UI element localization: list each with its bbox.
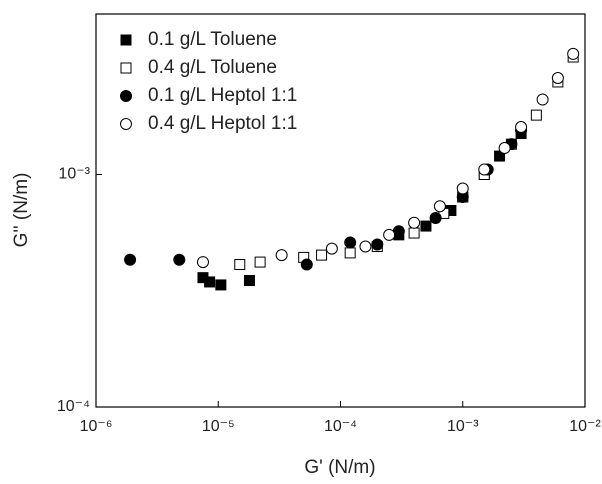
data-point (433, 200, 446, 213)
legend-label: 0.4 g/L Heptol 1:1 (148, 113, 297, 134)
x-axis-label: G' (N/m) (304, 457, 375, 478)
data-point (530, 109, 542, 121)
y-axis-label: G'' (N/m) (11, 173, 32, 248)
data-point (300, 258, 313, 271)
x-tick-label: 10⁻² (569, 418, 601, 435)
data-point (344, 247, 356, 259)
y-tick-label: 10⁻³ (58, 166, 90, 183)
marker (120, 34, 132, 46)
data-point (429, 211, 442, 224)
y-tick-label: 10⁻⁴ (57, 398, 90, 415)
data-point (173, 253, 186, 266)
x-tick-label: 10⁻⁵ (202, 418, 235, 435)
legend-label: 0.1 g/L Toluene (148, 29, 277, 50)
data-point (204, 276, 216, 288)
x-tick-label: 10⁻³ (447, 418, 479, 435)
data-point (498, 141, 511, 154)
data-point (254, 256, 266, 268)
x-tick-label: 10⁻⁴ (324, 418, 357, 435)
data-point (408, 216, 421, 229)
data-point (359, 240, 372, 253)
data-point (515, 121, 528, 134)
data-point (567, 47, 580, 60)
data-point (325, 242, 338, 255)
legend-label: 0.1 g/L Heptol 1:1 (148, 85, 297, 106)
marker (120, 90, 132, 102)
data-point (196, 256, 209, 269)
x-tick-label: 10⁻⁶ (80, 418, 113, 435)
data-point (243, 274, 255, 286)
data-point (275, 249, 288, 262)
data-point (371, 238, 384, 251)
data-point (408, 227, 420, 239)
data-point (420, 220, 432, 232)
data-point (124, 253, 137, 266)
data-point (344, 236, 357, 249)
data-point (456, 182, 469, 195)
marker (120, 62, 132, 74)
data-point (478, 163, 491, 176)
data-point (383, 228, 396, 241)
data-point (215, 279, 227, 291)
data-point (316, 249, 328, 261)
legend-label: 0.4 g/L Toluene (148, 57, 277, 78)
marker (120, 118, 132, 130)
data-point (234, 259, 246, 271)
data-point (551, 71, 564, 84)
data-point (536, 93, 549, 106)
